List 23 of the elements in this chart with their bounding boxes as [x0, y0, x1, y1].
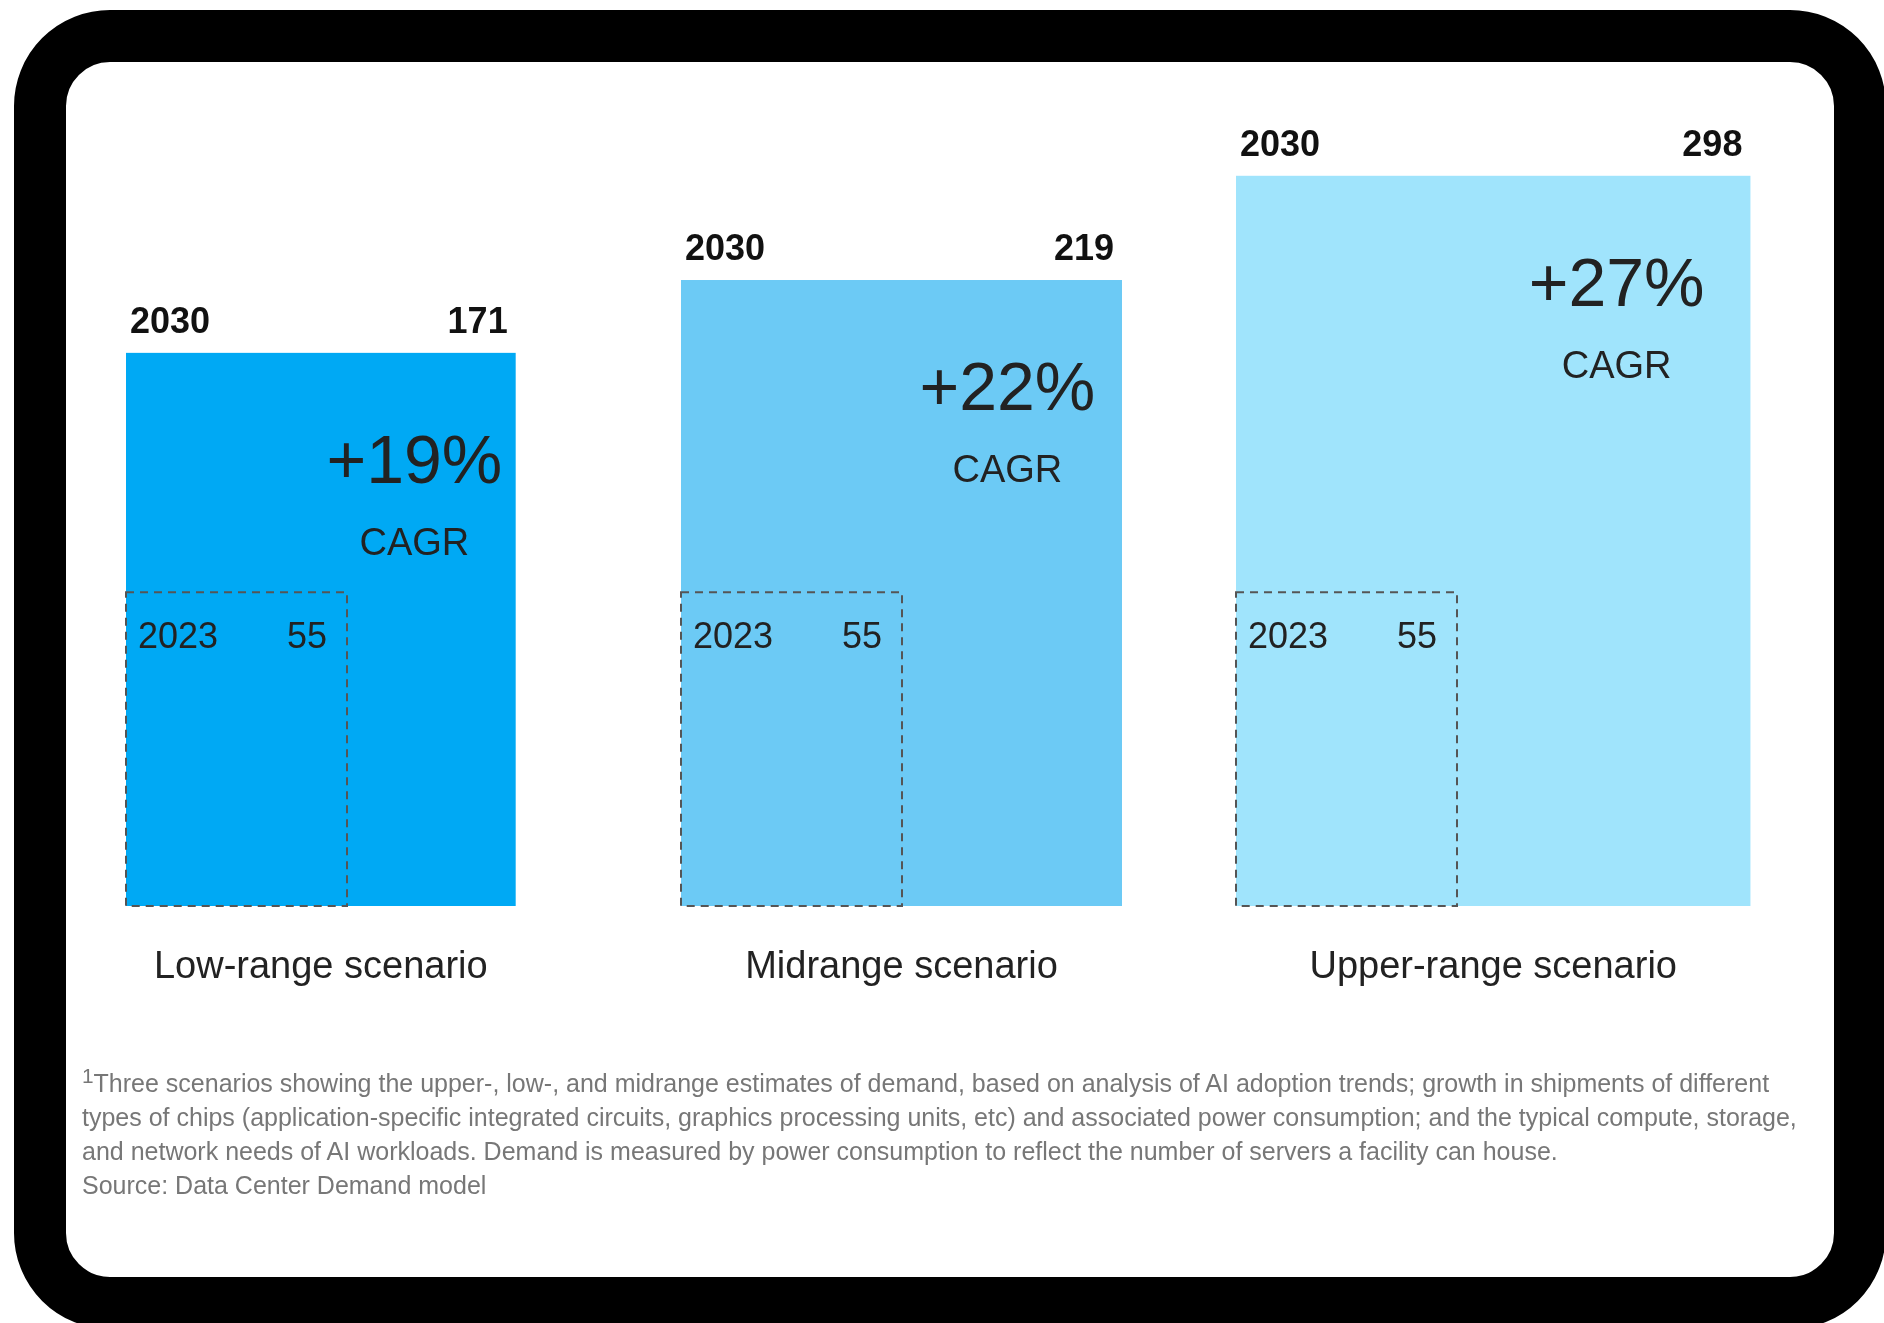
text: +19%	[326, 420, 503, 497]
text: +22%	[919, 348, 1096, 425]
data-label: 298	[1682, 122, 1743, 164]
text: CAGR	[1561, 343, 1672, 386]
text: 2023	[1248, 615, 1329, 657]
text: $^{1}$Three scenarios showing the upper-, low-, and midrange estimates of demand, based on analysis of AI adoption trends; growth in shipments of different types of chips (application-specific integrated circuits, graphics processing units, etc) and associated power consumption; and the typical compute, storage, and network needs of AI workloads. Demand is measured by power consumption to reflect the number of servers a facility can house.	[82, 1063, 1798, 1167]
text: 2030	[685, 227, 766, 269]
data-label: 171	[447, 299, 508, 341]
category-label: Low-range scenario	[153, 944, 488, 986]
category-label: Upper-range scenario	[1309, 944, 1677, 986]
category-label: Midrange scenario	[745, 944, 1058, 986]
data-label: 219	[1053, 227, 1114, 269]
text: +27%	[1528, 243, 1705, 320]
text: CAGR	[952, 448, 1063, 491]
data-label: 55	[841, 615, 882, 657]
source-note: Source: Data Center Demand model	[82, 1169, 488, 1201]
series-label: 2023	[138, 615, 219, 657]
text: 2030	[130, 299, 211, 341]
data-label: 55	[286, 615, 327, 657]
text: CAGR	[359, 520, 470, 563]
data-label: 55	[1396, 615, 1437, 657]
text: 2030	[1240, 122, 1321, 164]
text: 2023	[693, 615, 774, 657]
